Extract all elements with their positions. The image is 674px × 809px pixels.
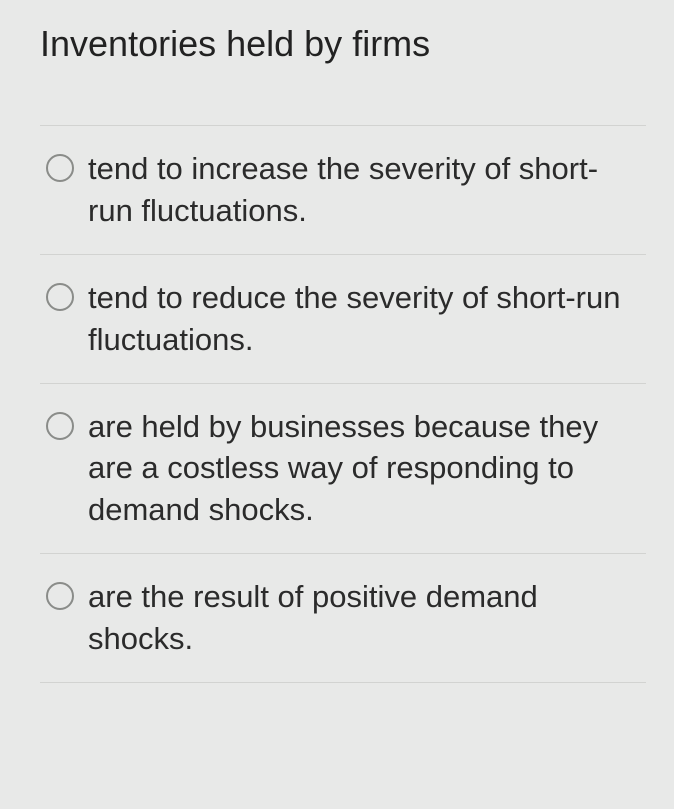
option-text: tend to increase the severity of short-r… [88,148,640,232]
question-block: Inventories held by firms tend to increa… [40,22,646,683]
option-row[interactable]: tend to increase the severity of short-r… [40,125,646,254]
question-title: Inventories held by firms [40,22,646,65]
options-list: tend to increase the severity of short-r… [40,125,646,683]
option-row[interactable]: are held by businesses because they are … [40,383,646,554]
radio-icon[interactable] [46,582,74,610]
radio-icon[interactable] [46,154,74,182]
radio-icon[interactable] [46,412,74,440]
option-text: are the result of positive demand shocks… [88,576,640,660]
radio-icon[interactable] [46,283,74,311]
option-row[interactable]: tend to reduce the severity of short-run… [40,254,646,383]
option-row[interactable]: are the result of positive demand shocks… [40,553,646,683]
option-text: tend to reduce the severity of short-run… [88,277,640,361]
option-text: are held by businesses because they are … [88,406,640,532]
